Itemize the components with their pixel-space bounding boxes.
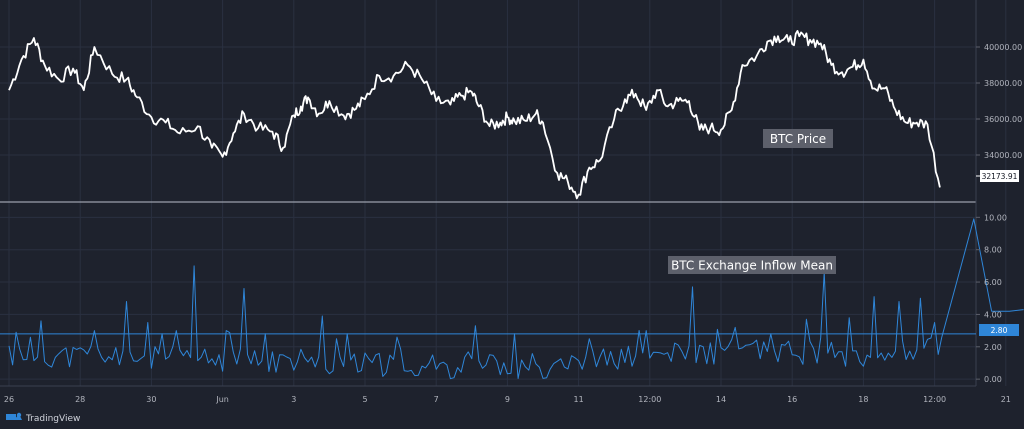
x-tick-label: 9 <box>505 395 510 404</box>
tradingview-logo-icon <box>6 412 22 420</box>
btc-price-line[interactable] <box>8 29 941 200</box>
x-tick-label: 7 <box>434 395 439 404</box>
x-tick-label: 14 <box>716 395 726 404</box>
grid-layer <box>0 0 1007 386</box>
x-tick-label: 3 <box>291 395 296 404</box>
inflow-mean-line[interactable] <box>8 218 1024 380</box>
y-tick-label: 36000.00 <box>984 115 1022 124</box>
inflow-last-value-box <box>979 324 1019 336</box>
y-tick-label: 10.00 <box>984 213 1007 222</box>
x-tick-label: 18 <box>858 395 868 404</box>
y-tick-label: 4.00 <box>984 310 1002 319</box>
y-tick-label: 6.00 <box>984 278 1002 287</box>
y-tick-label: 40000.00 <box>984 43 1022 52</box>
inflow-last-value-label: 2.80 <box>991 326 1008 335</box>
x-tick-label: 11 <box>574 395 584 404</box>
x-tick-label: 30 <box>146 395 156 404</box>
tradingview-watermark[interactable]: TradingView <box>6 412 80 424</box>
y-tick-label: 0.00 <box>984 375 1002 384</box>
x-tick-label: 26 <box>4 395 14 404</box>
price-annotation-label: BTC Price <box>770 132 826 146</box>
price-annotation-box <box>763 129 833 148</box>
y-tick-label: 38000.00 <box>984 79 1022 88</box>
price-last-value-label: 32173.91 <box>982 172 1018 181</box>
axis-layer: 26 28 30 Jun 3 5 7 9 11 12:00 14 16 18 12:00 21 34000.0… <box>4 43 1022 404</box>
inflow-panel[interactable] <box>0 218 1024 380</box>
x-tick-label: 16 <box>787 395 797 404</box>
inflow-last-value-badge: 2.80 <box>979 324 1019 336</box>
x-tick-label: 5 <box>362 395 367 404</box>
inflow-annotation-box <box>668 256 836 274</box>
x-tick-label: 12:00 <box>923 395 946 404</box>
price-last-value-badge: 32173.91 <box>976 170 1019 182</box>
inflow-annotation-label: BTC Exchange Inflow Mean <box>671 259 833 273</box>
x-tick-label: 21 <box>1001 395 1011 404</box>
tradingview-label: TradingView <box>25 414 80 424</box>
y-tick-label: 2.00 <box>984 343 1002 352</box>
y-tick-label: 34000.00 <box>984 151 1022 160</box>
price-annotation: BTC Price <box>763 129 833 148</box>
price-panel[interactable] <box>8 29 941 200</box>
x-tick-label: Jun <box>215 395 229 404</box>
x-tick-label: 12:00 <box>638 395 661 404</box>
y-tick-label: 8.00 <box>984 246 1002 255</box>
x-tick-label: 28 <box>75 395 85 404</box>
inflow-annotation: BTC Exchange Inflow Mean <box>668 256 836 274</box>
price-last-value-box <box>980 170 1019 182</box>
